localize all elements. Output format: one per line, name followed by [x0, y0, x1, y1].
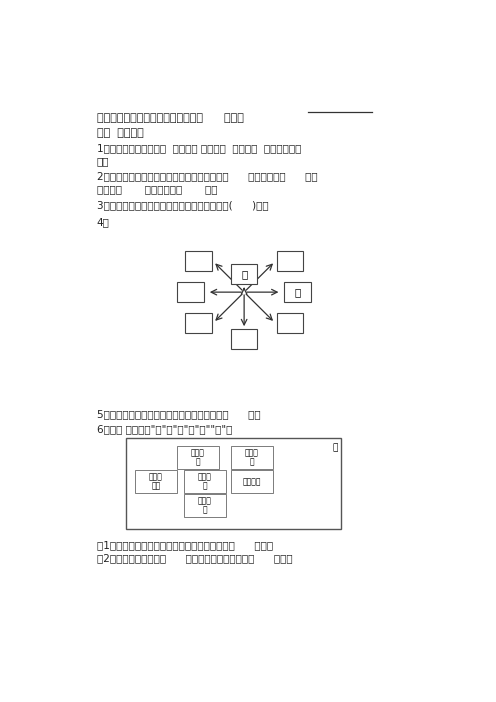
- Text: 图：小: 图：小: [198, 472, 211, 482]
- Bar: [284, 282, 311, 302]
- Text: 图：小: 图：小: [245, 449, 259, 458]
- Text: 图：小: 图：小: [198, 496, 211, 505]
- Text: 5、操场在教学楼的东北面，教学楼在操场的（      ）面: 5、操场在教学楼的东北面，教学楼在操场的（ ）面: [97, 409, 260, 419]
- Text: 左面是（       ），右面是（       ）。: 左面是（ ），右面是（ ）。: [97, 185, 217, 194]
- Text: 图：小: 图：小: [149, 472, 163, 482]
- Text: （1）小松鼠住在小兔的东面，小猫住在小兔的（      ）面。: （1）小松鼠住在小兔的东面，小猫住在小兔的（ ）面。: [97, 540, 273, 550]
- Text: 6、在（ ）里填上"东"、"南"、"西""北"。: 6、在（ ）里填上"东"、"南"、"西""北"。: [97, 424, 232, 434]
- Bar: [125, 439, 341, 529]
- Bar: [185, 313, 212, 333]
- Bar: [184, 494, 226, 517]
- Text: 1、地图通常是按照上（  ）、下（ ）、左（  ）、右（  ）的方向绘制: 1、地图通常是按照上（ ）、下（ ）、左（ ）、右（ ）的方向绘制: [97, 143, 301, 154]
- Bar: [277, 313, 303, 333]
- Text: 3、小明站在阳台上面向东方，她向左转，面向(      )方。: 3、小明站在阳台上面向东方，她向左转，面向( )方。: [97, 200, 268, 210]
- Bar: [231, 446, 273, 469]
- Text: 北: 北: [332, 443, 338, 452]
- Text: 果: 果: [249, 458, 254, 467]
- Text: 猫: 猫: [195, 458, 200, 467]
- Text: 一、  填空题：: 一、 填空题：: [97, 128, 144, 138]
- Text: 小松鼠家: 小松鼠家: [243, 477, 261, 486]
- Bar: [135, 470, 177, 493]
- Bar: [178, 282, 204, 302]
- Text: 兔: 兔: [202, 482, 207, 491]
- Text: 的。: 的。: [97, 156, 110, 166]
- Bar: [231, 329, 257, 349]
- Text: （2）小鹿住在小兔的（      ）面，小兔住在小鹿的（      ）面。: （2）小鹿住在小兔的（ ）面，小兔住在小鹿的（ ）面。: [97, 553, 293, 563]
- Bar: [231, 470, 273, 493]
- Text: 2、早晨，面向太阳升起的地方，你的前面是（      ），后面是（      ），: 2、早晨，面向太阳升起的地方，你的前面是（ ），后面是（ ），: [97, 171, 317, 181]
- Bar: [231, 265, 257, 284]
- Bar: [185, 251, 212, 272]
- Text: 电家: 电家: [151, 482, 160, 491]
- Bar: [177, 446, 219, 469]
- Text: 东: 东: [295, 287, 301, 297]
- Text: 小学数学三年级下册第一单元测试卷      姓名：: 小学数学三年级下册第一单元测试卷 姓名：: [97, 114, 244, 124]
- Text: 图：小: 图：小: [190, 449, 204, 458]
- Text: 雨: 雨: [202, 505, 207, 515]
- Text: 4、: 4、: [97, 217, 110, 227]
- Bar: [184, 470, 226, 493]
- Text: 北: 北: [241, 270, 247, 279]
- Bar: [277, 251, 303, 272]
